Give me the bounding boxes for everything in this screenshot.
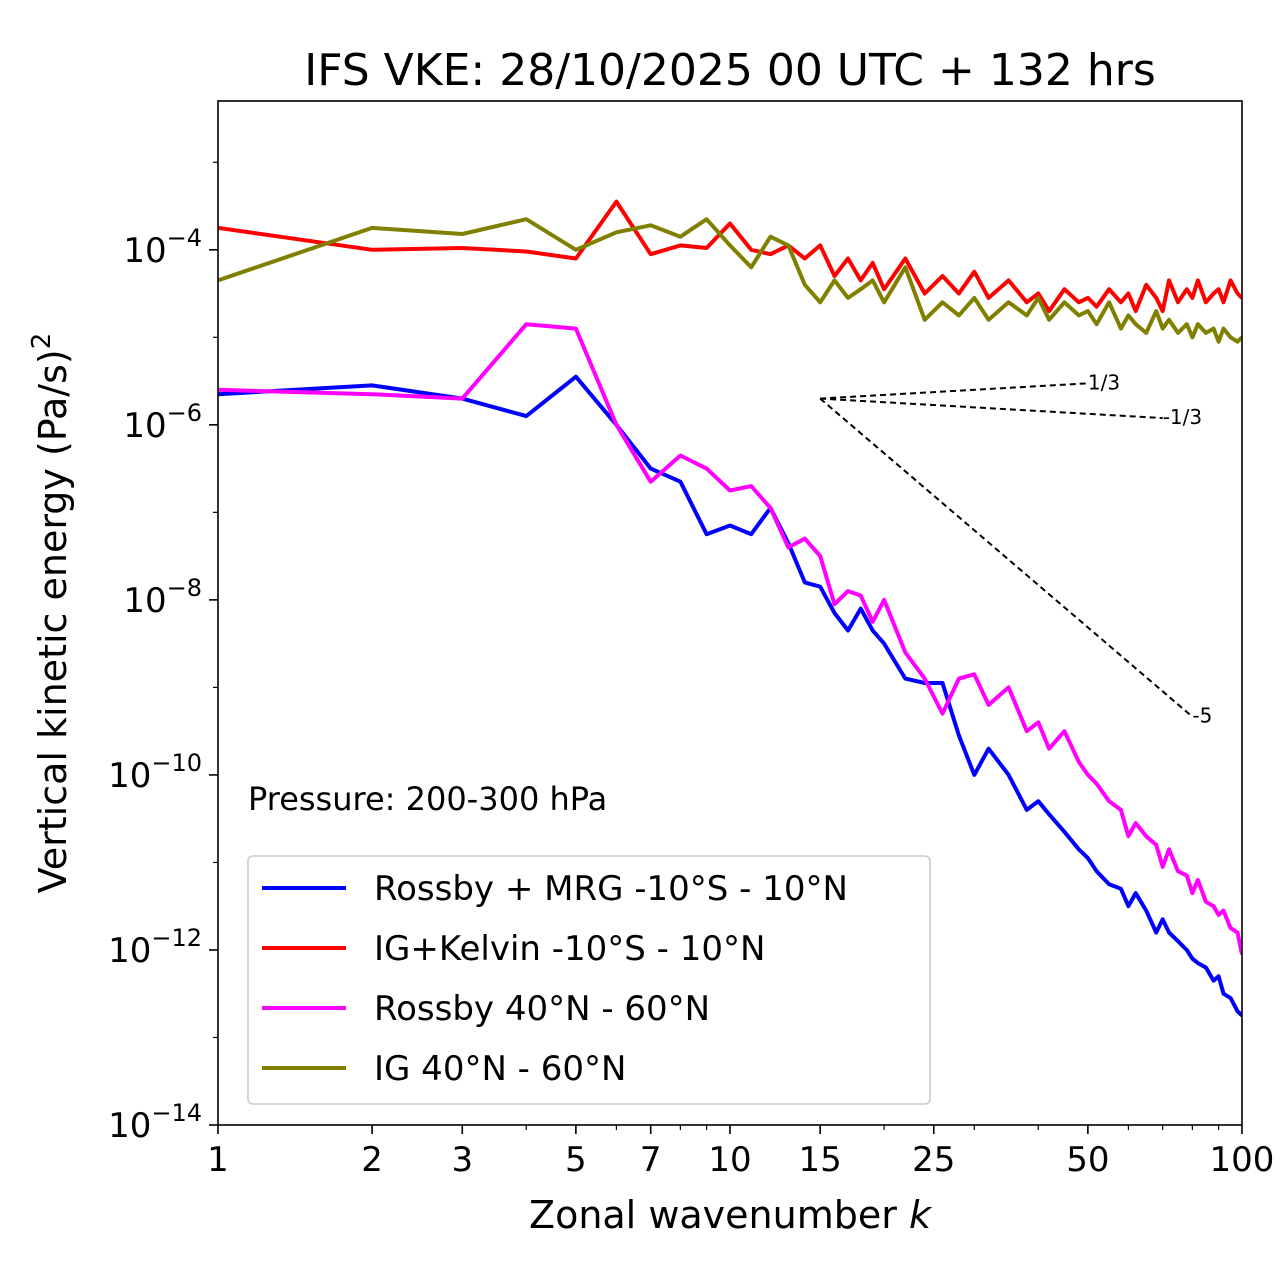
pressure-annotation: Pressure: 200-300 hPa: [248, 780, 607, 818]
x-tick-label: 3: [451, 1140, 473, 1180]
x-axis-label: Zonal wavenumber k: [529, 1193, 933, 1237]
series-line-0: [218, 374, 1242, 1018]
reference-slope-line: [820, 382, 1088, 400]
x-axis: 1 2 3 5 7 10 15 25 50 100: [207, 1125, 1274, 1180]
chart-title: IFS VKE: 28/10/2025 00 UTC + 132 hrs: [304, 45, 1156, 96]
reference-slope-line: [819, 397, 1194, 718]
y-axis: 10−4 10−6 10−8 10−10 10−12 10−14: [108, 161, 218, 1146]
reference-slope-label: 1/3: [1088, 370, 1120, 394]
x-tick-label: 5: [565, 1140, 587, 1180]
reference-slope-line: [820, 397, 1163, 420]
series-line-1: [218, 199, 1242, 314]
reference-slopes: 1/3 -1/3 -5: [819, 370, 1212, 728]
reference-slope-label: -5: [1192, 704, 1212, 728]
legend: Rossby + MRG -10°S - 10°N IG+Kelvin -10°S…: [247, 855, 931, 1105]
legend-label: IG 40°N - 60°N: [374, 1049, 626, 1089]
legend-box: [247, 855, 931, 1105]
series-line-2: [218, 322, 1242, 955]
reference-slope-label: -1/3: [1163, 405, 1202, 429]
x-tick-label: 10: [708, 1140, 751, 1180]
legend-label: IG+Kelvin -10°S - 10°N: [374, 929, 765, 969]
x-tick-label: 25: [912, 1140, 955, 1180]
y-tick-label: 10−10: [108, 749, 202, 796]
y-axis-label: Vertical kinetic energy (Pa/s)2: [27, 333, 75, 894]
x-tick-label: 15: [799, 1140, 842, 1180]
y-tick-label: 10−6: [123, 399, 202, 446]
y-tick-label: 10−14: [108, 1099, 202, 1146]
x-tick-label: 100: [1210, 1140, 1275, 1180]
series-layer: [218, 199, 1242, 1018]
legend-label: Rossby 40°N - 60°N: [374, 989, 710, 1029]
x-tick-label: 7: [640, 1140, 662, 1180]
series-line-3: [218, 217, 1242, 344]
y-tick-label: 10−8: [123, 574, 202, 621]
y-tick-label: 10−4: [123, 224, 202, 271]
x-tick-label: 1: [207, 1140, 229, 1180]
y-tick-label: 10−12: [108, 924, 202, 971]
plot-frame: [217, 100, 1243, 1126]
x-tick-label: 50: [1066, 1140, 1109, 1180]
x-tick-label: 2: [361, 1140, 383, 1180]
legend-label: Rossby + MRG -10°S - 10°N: [374, 869, 848, 909]
